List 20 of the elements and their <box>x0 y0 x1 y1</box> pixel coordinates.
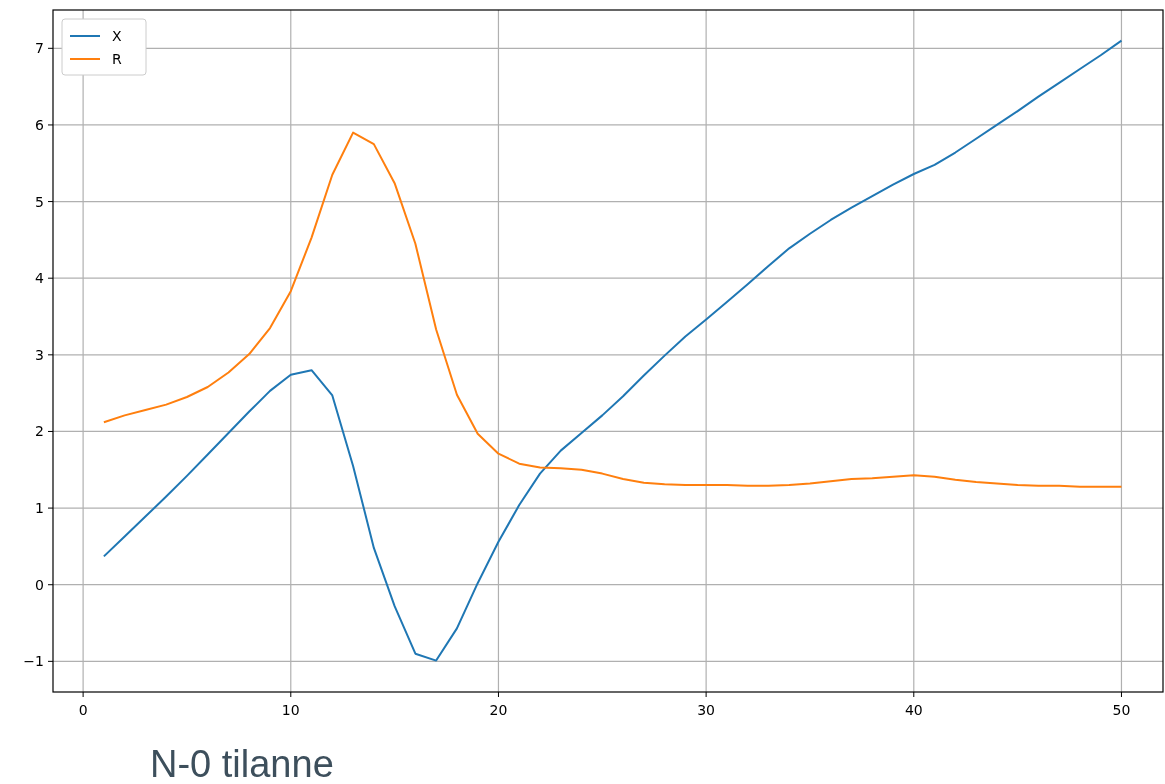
x-tick-label: 20 <box>489 702 508 718</box>
x-tick-label: 40 <box>904 702 923 718</box>
x-tick-label: 50 <box>1112 702 1131 718</box>
text: N-0 tilanne <box>150 743 334 784</box>
y-tick-label: 1 <box>35 500 44 517</box>
x-tick-label: 10 <box>281 702 300 718</box>
x-tick-label: 30 <box>697 702 716 718</box>
line-series <box>102 131 1123 488</box>
y-tick-label: 2 <box>35 423 44 440</box>
line-series <box>102 39 1123 662</box>
y-tick-label: 6 <box>35 116 45 133</box>
y-tick-label: −1 <box>23 653 44 670</box>
y-tick-label: 3 <box>35 346 44 363</box>
legend-label: X <box>112 28 122 44</box>
x-tick-label: 0 <box>78 702 88 718</box>
y-tick-label: 0 <box>35 576 44 593</box>
legend-label: R <box>112 51 122 67</box>
y-tick-label: 4 <box>35 270 45 287</box>
y-tick-label: 5 <box>35 193 44 210</box>
y-tick-label: 7 <box>35 40 44 57</box>
